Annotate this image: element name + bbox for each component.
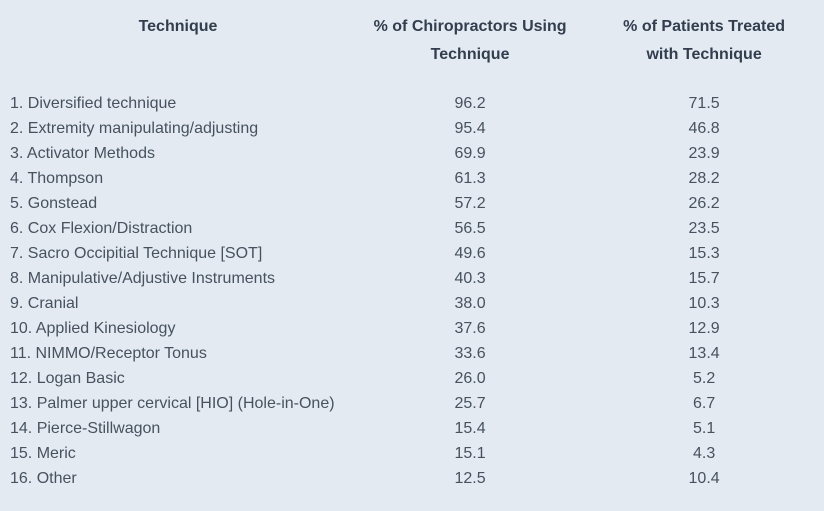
table-header: Technique % of Chiropractors Using Techn… <box>0 0 824 91</box>
column-header-patients-line2: with Technique <box>646 46 762 63</box>
chiropractors-value-cell: 56.5 <box>454 220 486 237</box>
patients-value-cell: 46.8 <box>688 120 720 137</box>
chiropractors-value-cell: 49.6 <box>454 245 486 262</box>
table-row: 13. Palmer upper cervical [HIO] (Hole-in… <box>0 391 824 416</box>
technique-cell: 6. Cox Flexion/Distraction <box>10 220 193 237</box>
technique-cell: 2. Extremity manipulating/adjusting <box>10 120 259 137</box>
table-row: 3. Activator Methods 69.9 23.9 <box>0 141 824 166</box>
technique-cell: 1. Diversified technique <box>10 95 177 112</box>
column-header-chiropractors-line1: % of Chiropractors Using <box>373 18 567 35</box>
techniques-table: Technique % of Chiropractors Using Techn… <box>0 0 824 491</box>
chiropractors-value-cell: 61.3 <box>454 170 486 187</box>
table-row: 1. Diversified technique 96.2 71.5 <box>0 91 824 116</box>
technique-cell: 14. Pierce-Stillwagon <box>10 420 161 437</box>
chiropractors-value-cell: 37.6 <box>454 320 486 337</box>
patients-value-cell: 10.4 <box>688 470 720 487</box>
patients-value-cell: 5.2 <box>692 370 716 387</box>
patients-value-cell: 6.7 <box>692 395 716 412</box>
patients-value-cell: 13.4 <box>688 345 720 362</box>
technique-cell: 7. Sacro Occipitial Technique [SOT] <box>10 245 263 262</box>
column-header-chiropractors: % of Chiropractors Using Technique <box>356 0 584 91</box>
technique-cell: 11. NIMMO/Receptor Tonus <box>10 345 207 362</box>
technique-cell: 9. Cranial <box>10 295 79 312</box>
table-row: 14. Pierce-Stillwagon 15.4 5.1 <box>0 416 824 441</box>
table-row: 6. Cox Flexion/Distraction 56.5 23.5 <box>0 216 824 241</box>
table-row: 16. Other 12.5 10.4 <box>0 466 824 491</box>
patients-value-cell: 71.5 <box>688 95 720 112</box>
patients-value-cell: 4.3 <box>692 445 716 462</box>
technique-cell: 15. Meric <box>10 445 76 462</box>
chiropractors-value-cell: 38.0 <box>454 295 486 312</box>
chiropractors-value-cell: 12.5 <box>454 470 486 487</box>
technique-cell: 8. Manipulative/Adjustive Instruments <box>10 270 276 287</box>
patients-value-cell: 23.9 <box>688 145 720 162</box>
chiropractors-value-cell: 96.2 <box>454 95 486 112</box>
patients-value-cell: 5.1 <box>692 420 716 437</box>
chiropractors-value-cell: 33.6 <box>454 345 486 362</box>
chiropractors-value-cell: 69.9 <box>454 145 486 162</box>
table-row: 15. Meric 15.1 4.3 <box>0 441 824 466</box>
table-row: 4. Thompson 61.3 28.2 <box>0 166 824 191</box>
patients-value-cell: 23.5 <box>688 220 720 237</box>
patients-value-cell: 26.2 <box>688 195 720 212</box>
table-body: 1. Diversified technique 96.2 71.5 2. Ex… <box>0 91 824 491</box>
header-row: Technique % of Chiropractors Using Techn… <box>0 0 824 91</box>
technique-cell: 4. Thompson <box>10 170 104 187</box>
patients-value-cell: 12.9 <box>688 320 720 337</box>
chiropractors-value-cell: 25.7 <box>454 395 486 412</box>
table-row: 2. Extremity manipulating/adjusting 95.4… <box>0 116 824 141</box>
column-header-technique: Technique <box>0 0 356 91</box>
table-row: 11. NIMMO/Receptor Tonus 33.6 13.4 <box>0 341 824 366</box>
table-row: 10. Applied Kinesiology 37.6 12.9 <box>0 316 824 341</box>
table-row: 7. Sacro Occipitial Technique [SOT] 49.6… <box>0 241 824 266</box>
column-header-patients-line1: % of Patients Treated <box>623 18 785 35</box>
column-header-patients: % of Patients Treated with Technique <box>584 0 824 91</box>
technique-cell: 3. Activator Methods <box>10 145 155 162</box>
chiropractors-value-cell: 26.0 <box>454 370 486 387</box>
chiropractors-value-cell: 57.2 <box>454 195 486 212</box>
technique-cell: 16. Other <box>10 470 77 487</box>
chiropractors-value-cell: 40.3 <box>454 270 486 287</box>
column-header-chiropractors-line2: Technique <box>430 46 510 63</box>
chiropractors-value-cell: 15.4 <box>454 420 486 437</box>
column-header-technique-label: Technique <box>138 18 218 35</box>
technique-cell: 10. Applied Kinesiology <box>10 320 176 337</box>
chiropractors-value-cell: 95.4 <box>454 120 486 137</box>
technique-cell: 12. Logan Basic <box>10 370 125 387</box>
patients-value-cell: 28.2 <box>688 170 720 187</box>
technique-cell: 5. Gonstead <box>10 195 98 212</box>
table-row: 12. Logan Basic 26.0 5.2 <box>0 366 824 391</box>
table-row: 5. Gonstead 57.2 26.2 <box>0 191 824 216</box>
patients-value-cell: 15.7 <box>688 270 720 287</box>
table-row: 8. Manipulative/Adjustive Instruments 40… <box>0 266 824 291</box>
table-row: 9. Cranial 38.0 10.3 <box>0 291 824 316</box>
technique-cell: 13. Palmer upper cervical [HIO] (Hole-in… <box>10 395 335 412</box>
chiropractors-value-cell: 15.1 <box>454 445 486 462</box>
patients-value-cell: 10.3 <box>688 295 720 312</box>
patients-value-cell: 15.3 <box>688 245 720 262</box>
